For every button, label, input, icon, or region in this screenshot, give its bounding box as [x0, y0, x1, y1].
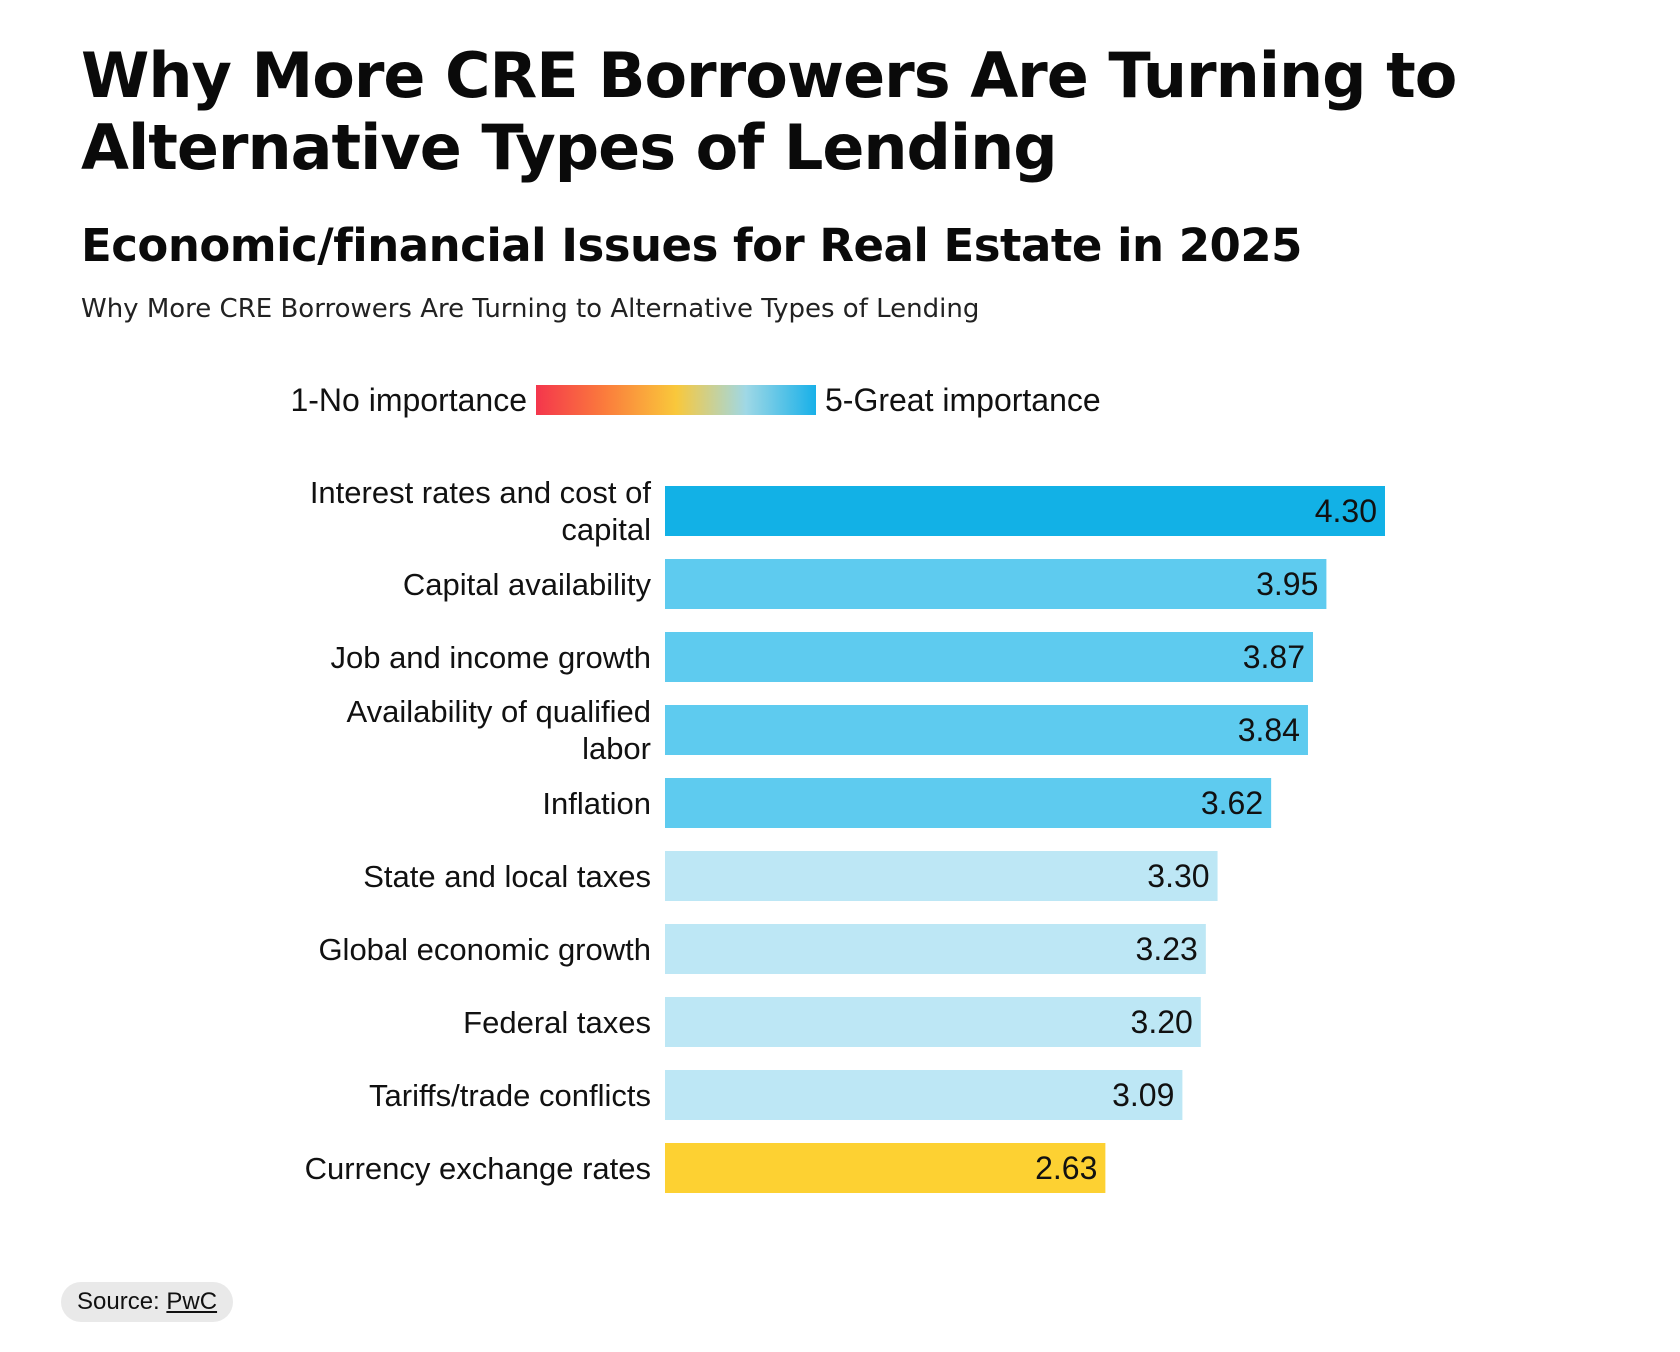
bar	[665, 778, 1272, 828]
bar	[665, 486, 1385, 536]
bar	[665, 924, 1206, 974]
value-label: 3.30	[1147, 858, 1209, 894]
chart-caption: Why More CRE Borrowers Are Turning to Al…	[81, 294, 980, 324]
chart-subtitle: Economic/financial Issues for Real Estat…	[81, 219, 1302, 272]
category-label: Global economic growth	[318, 932, 651, 967]
bar	[665, 705, 1308, 755]
source-prefix: Source:	[77, 1288, 167, 1315]
value-label: 3.09	[1112, 1077, 1174, 1113]
category-label: Currency exchange rates	[305, 1151, 651, 1186]
value-label: 3.23	[1136, 931, 1198, 967]
category-label: Tariffs/trade conflicts	[369, 1078, 651, 1113]
value-label: 3.95	[1256, 566, 1318, 602]
source-link[interactable]: PwC	[166, 1288, 218, 1315]
category-label: capital	[561, 512, 651, 547]
value-label: 2.63	[1035, 1150, 1097, 1186]
category-label: labor	[582, 731, 651, 766]
legend-low-label: 1-No importance	[290, 382, 527, 418]
bar	[665, 1070, 1183, 1120]
category-label: Job and income growth	[330, 640, 651, 675]
bar	[665, 559, 1327, 609]
category-label: Interest rates and cost of	[310, 475, 652, 510]
legend-high-label: 5-Great importance	[825, 382, 1101, 418]
value-label: 3.84	[1238, 712, 1300, 748]
color-legend: 1-No importance 5-Great importance	[0, 375, 1680, 425]
category-label: Federal taxes	[463, 1005, 651, 1040]
bar	[665, 632, 1313, 682]
category-label: Availability of qualified	[347, 694, 651, 729]
value-label: 4.30	[1315, 493, 1377, 529]
value-label: 3.20	[1131, 1004, 1193, 1040]
category-label: State and local taxes	[363, 859, 651, 894]
bar	[665, 1143, 1106, 1193]
bar	[665, 851, 1218, 901]
legend-gradient-bar	[536, 385, 816, 415]
value-label: 3.87	[1243, 639, 1305, 675]
bar	[665, 997, 1201, 1047]
category-label: Capital availability	[403, 567, 652, 602]
chart-title: Why More CRE Borrowers Are Turning to Al…	[81, 39, 1457, 184]
category-label: Inflation	[542, 786, 651, 821]
source-pill: Source: PwC	[61, 1282, 234, 1322]
value-label: 3.62	[1201, 785, 1263, 821]
